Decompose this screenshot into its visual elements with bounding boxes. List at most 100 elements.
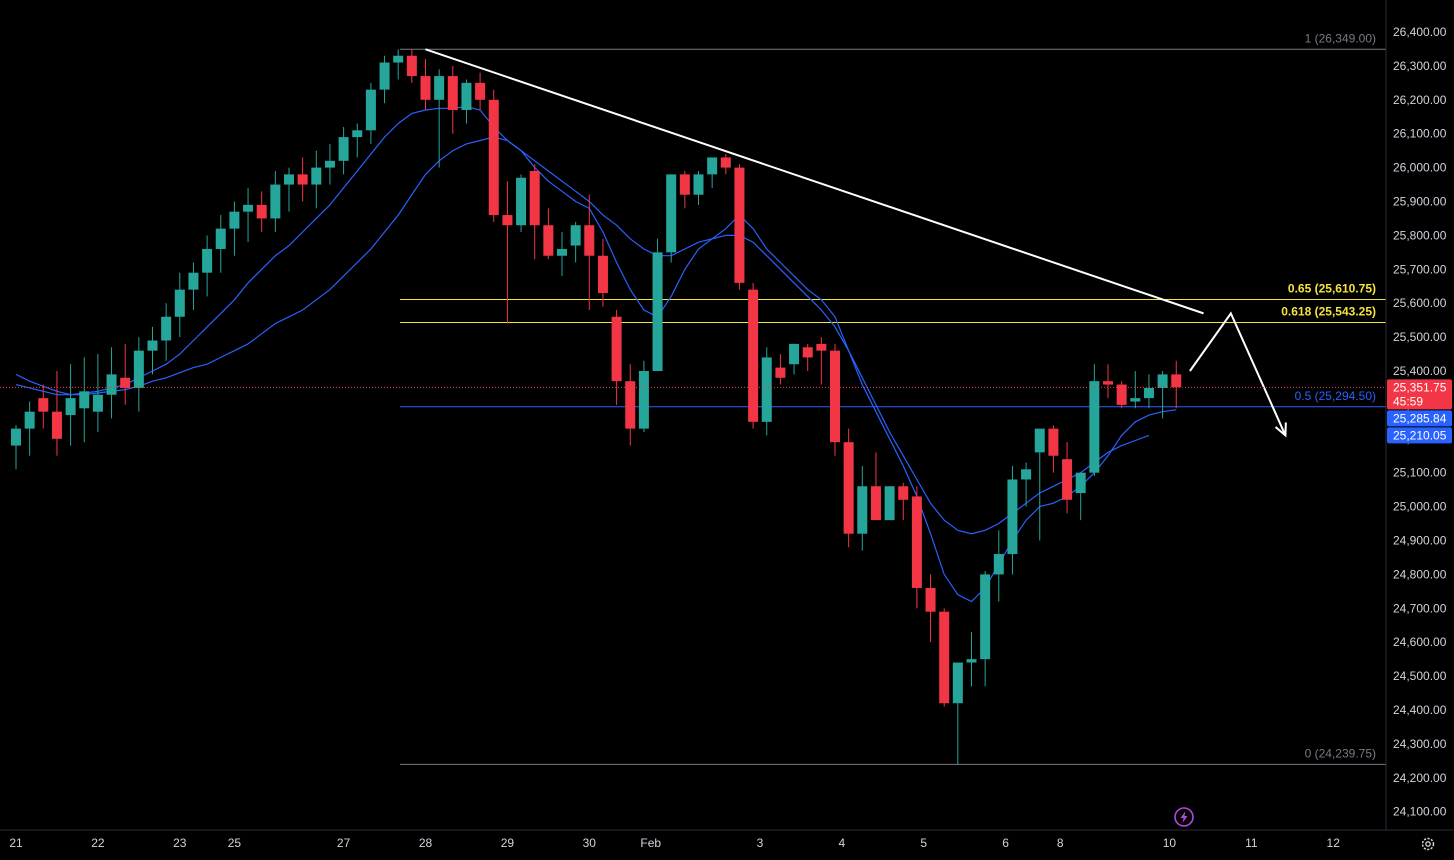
- candle-body: [966, 659, 977, 663]
- moving-averages: [15, 105, 1177, 603]
- time-tick-label: 12: [1327, 836, 1341, 850]
- price-tick-label: 25,700.00: [1393, 262, 1447, 276]
- candle: [243, 187, 254, 243]
- candle: [952, 662, 963, 765]
- gear-icon[interactable]: [1420, 836, 1436, 852]
- candle-body: [447, 76, 458, 110]
- candle: [570, 221, 581, 263]
- candle-body: [720, 157, 731, 168]
- candle-body: [393, 55, 404, 63]
- candle: [229, 201, 240, 256]
- price-tick-label: 25,000.00: [1393, 500, 1447, 514]
- candle: [475, 72, 486, 110]
- time-axis[interactable]: 21 22 23 25 27 28 29 30 Feb 3 4 5 6 8 10 11 12: [0, 829, 1454, 850]
- candle-body: [1034, 428, 1045, 453]
- candle: [297, 157, 308, 202]
- candle-body: [570, 225, 581, 246]
- candle-body: [420, 76, 431, 100]
- trendline-drawing[interactable]: [425, 48, 1204, 315]
- candle-body: [65, 398, 76, 416]
- candle: [925, 574, 936, 643]
- candle-body: [679, 174, 690, 195]
- price-tick-label: 25,400.00: [1393, 364, 1447, 378]
- candle-body: [870, 486, 881, 521]
- candle-body: [11, 428, 21, 446]
- time-tick-label: 3: [757, 836, 764, 850]
- candle: [1062, 442, 1073, 514]
- candle-body: [557, 248, 567, 256]
- candle: [707, 157, 718, 188]
- candle: [939, 608, 950, 707]
- candle: [1089, 364, 1100, 477]
- candle: [174, 272, 185, 338]
- candle-body: [761, 357, 772, 422]
- fib-level-label: 0 (24,239.75): [1305, 746, 1376, 760]
- candle-body: [884, 486, 895, 521]
- candle: [1103, 364, 1113, 399]
- candle: [870, 452, 881, 521]
- candle-body: [311, 167, 322, 185]
- time-tick-label: 23: [173, 836, 187, 850]
- candle: [1116, 381, 1127, 409]
- candle: [284, 167, 294, 212]
- lightning-bolt-icon[interactable]: [1173, 806, 1195, 828]
- candle-body: [1116, 384, 1127, 405]
- time-tick-label: 25: [228, 836, 242, 850]
- time-tick-label: 27: [337, 836, 351, 850]
- price-tick-label: 25,100.00: [1393, 466, 1447, 480]
- price-tick-label: 24,600.00: [1393, 635, 1447, 649]
- candle-body: [488, 99, 499, 216]
- candle: [625, 364, 636, 446]
- candle: [215, 215, 226, 273]
- candle: [488, 89, 499, 222]
- candle-body: [51, 411, 62, 439]
- candle: [816, 337, 827, 385]
- candle: [147, 326, 158, 375]
- price-tick-label: 24,500.00: [1393, 669, 1447, 683]
- last-price-label: 25,351.75: [1393, 380, 1447, 394]
- candle: [338, 126, 349, 175]
- candle: [65, 364, 76, 446]
- bar-countdown-label: 45:59: [1393, 394, 1423, 408]
- candle: [584, 194, 595, 310]
- candle-body: [243, 204, 254, 212]
- candle-body: [830, 350, 840, 443]
- fib-level-label: 0.5 (25,294.50): [1295, 389, 1376, 403]
- candle: [761, 347, 772, 436]
- projection-path[interactable]: [1189, 311, 1287, 436]
- fibonacci-retracement[interactable]: 1 (26,349.00) 0.65 (25,610.75) 0.618 (25,5…: [400, 31, 1386, 765]
- price-tick-label: 24,100.00: [1393, 805, 1447, 819]
- candle: [120, 343, 131, 405]
- candle-body: [707, 157, 718, 175]
- candle: [1157, 371, 1168, 419]
- ma-fast-value-label: 25,285.84: [1393, 411, 1447, 425]
- candle: [1021, 462, 1032, 507]
- candle: [666, 174, 677, 263]
- candle-body: [79, 391, 90, 409]
- candle: [106, 347, 117, 419]
- candle-body: [802, 347, 813, 358]
- candle: [202, 235, 213, 297]
- candle: [720, 154, 731, 175]
- candle-body: [215, 228, 226, 249]
- candle: [79, 357, 90, 443]
- candle: [270, 170, 281, 233]
- price-tick-label: 25,600.00: [1393, 296, 1447, 310]
- trendline[interactable]: [425, 48, 1204, 315]
- candle-body: [120, 377, 131, 388]
- candle: [24, 401, 35, 456]
- projection-arrow[interactable]: [1189, 311, 1287, 438]
- candle-body: [516, 177, 527, 226]
- candle-body: [1007, 479, 1018, 555]
- candle-body: [597, 255, 608, 294]
- candle-body: [993, 554, 1004, 575]
- price-tick-label: 25,800.00: [1393, 228, 1447, 242]
- candle-body: [256, 204, 267, 219]
- price-tick-label: 24,800.00: [1393, 567, 1447, 581]
- candle-body: [202, 248, 213, 273]
- candle: [789, 343, 800, 375]
- candle-body: [1143, 387, 1154, 399]
- candle: [11, 425, 21, 470]
